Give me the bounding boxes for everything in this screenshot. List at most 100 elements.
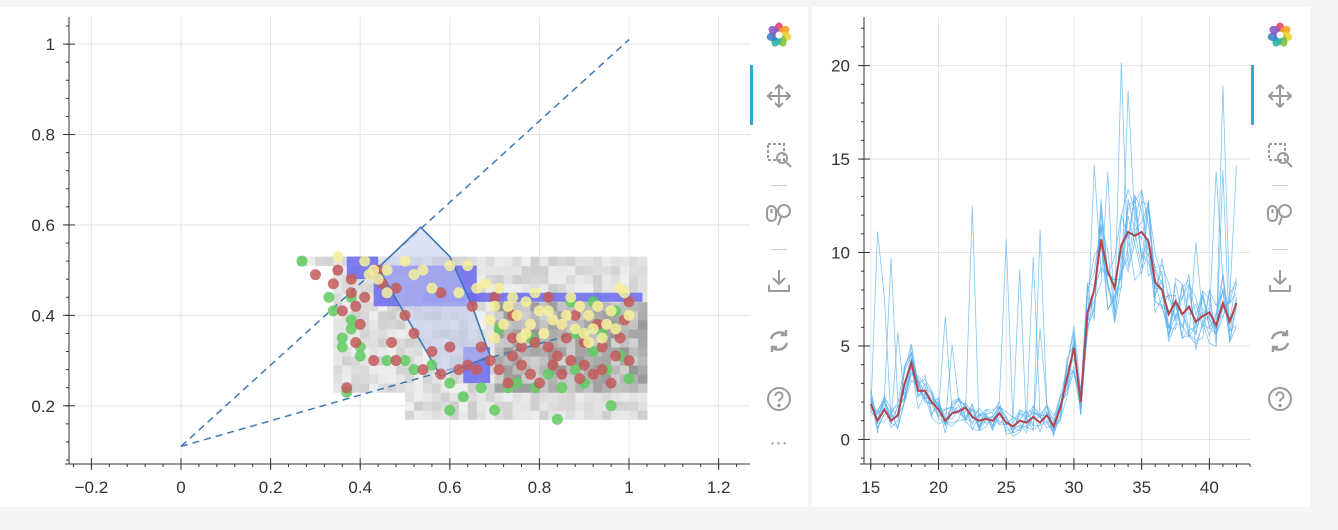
- scatter-point-green[interactable]: [489, 404, 501, 416]
- scatter-point-yellow[interactable]: [623, 309, 635, 321]
- scatter-point-green[interactable]: [336, 341, 348, 353]
- scatter-point-yellow[interactable]: [359, 255, 371, 267]
- scatter-point-yellow[interactable]: [453, 287, 465, 299]
- scatter-point-yellow[interactable]: [511, 309, 523, 321]
- scatter-point-yellow[interactable]: [565, 291, 577, 303]
- scatter-point-yellow[interactable]: [381, 264, 393, 276]
- reset-icon[interactable]: [1264, 325, 1296, 357]
- scatter-point-red[interactable]: [354, 318, 366, 330]
- save-icon[interactable]: [763, 265, 795, 297]
- scatter-point-yellow[interactable]: [610, 323, 622, 335]
- scatter-point-green[interactable]: [587, 346, 599, 358]
- scatter-point-red[interactable]: [489, 291, 501, 303]
- scatter-point-red[interactable]: [493, 364, 505, 376]
- box-zoom-icon[interactable]: [763, 139, 795, 171]
- scatter-point-red[interactable]: [435, 287, 447, 299]
- scatter-point-red[interactable]: [327, 278, 339, 290]
- scatter-point-green[interactable]: [336, 332, 348, 344]
- scatter-point-yellow[interactable]: [605, 305, 617, 317]
- scatter-point-red[interactable]: [614, 332, 626, 344]
- scatter-point-yellow[interactable]: [363, 269, 375, 281]
- scatter-point-yellow[interactable]: [489, 300, 501, 312]
- scatter-point-green[interactable]: [354, 350, 366, 362]
- scatter-point-red[interactable]: [336, 305, 348, 317]
- scatter-point-red[interactable]: [399, 309, 411, 321]
- scatter-point-red[interactable]: [542, 341, 554, 353]
- scatter-point-red[interactable]: [332, 264, 344, 276]
- pan-icon[interactable]: [763, 80, 795, 112]
- scatter-point-red[interactable]: [524, 368, 536, 380]
- scatter-point-yellow[interactable]: [560, 309, 572, 321]
- scatter-point-red[interactable]: [444, 341, 456, 353]
- wheel-zoom-icon[interactable]: [763, 198, 795, 230]
- scatter-point-red[interactable]: [507, 332, 519, 344]
- save-icon[interactable]: [1264, 265, 1296, 297]
- scatter-point-yellow[interactable]: [578, 327, 590, 339]
- left-plot-canvas[interactable]: −0.2 0 0.2 0.4 0.6 0.8 1 1.2 0.2 0.4 0.6 0.8 1: [0, 7, 757, 507]
- scatter-point-red[interactable]: [605, 377, 617, 389]
- pan-icon[interactable]: [1264, 80, 1296, 112]
- scatter-point-yellow[interactable]: [498, 318, 510, 330]
- scatter-point-red[interactable]: [462, 359, 474, 371]
- scatter-point-red[interactable]: [345, 273, 357, 285]
- scatter-point-yellow[interactable]: [583, 336, 595, 348]
- scatter-point-yellow[interactable]: [417, 264, 429, 276]
- scatter-point-red[interactable]: [578, 359, 590, 371]
- scatter-point-yellow[interactable]: [471, 282, 483, 294]
- scatter-point-red[interactable]: [475, 341, 487, 353]
- scatter-point-red[interactable]: [309, 269, 321, 281]
- scatter-point-green[interactable]: [345, 314, 357, 326]
- scatter-point-yellow[interactable]: [462, 260, 474, 272]
- scatter-point-green[interactable]: [296, 255, 308, 267]
- scatter-point-yellow[interactable]: [520, 327, 532, 339]
- scatter-point-green[interactable]: [623, 373, 635, 385]
- scatter-point-green[interactable]: [426, 359, 438, 371]
- scatter-point-green[interactable]: [399, 355, 411, 367]
- scatter-point-yellow[interactable]: [399, 255, 411, 267]
- scatter-point-red[interactable]: [390, 355, 402, 367]
- scatter-point-red[interactable]: [453, 364, 465, 376]
- scatter-point-yellow[interactable]: [547, 314, 559, 326]
- scatter-point-yellow[interactable]: [529, 287, 541, 299]
- scatter-point-red[interactable]: [533, 377, 545, 389]
- scatter-point-red[interactable]: [542, 291, 554, 303]
- scatter-point-red[interactable]: [596, 364, 608, 376]
- scatter-point-red[interactable]: [426, 346, 438, 358]
- scatter-point-red[interactable]: [547, 359, 559, 371]
- box-zoom-icon[interactable]: [1264, 139, 1296, 171]
- mean-line[interactable]: [869, 230, 1238, 429]
- scatter-point-green[interactable]: [444, 404, 456, 416]
- scatter-point-red[interactable]: [529, 336, 541, 348]
- scatter-point-red[interactable]: [587, 368, 599, 380]
- scatter-point-red[interactable]: [610, 350, 622, 362]
- scatter-point-yellow[interactable]: [444, 260, 456, 272]
- scatter-point-yellow[interactable]: [408, 269, 420, 281]
- scatter-point-red[interactable]: [390, 282, 402, 294]
- scatter-point-red[interactable]: [516, 359, 528, 371]
- scatter-point-red[interactable]: [565, 355, 577, 367]
- scatter-point-red[interactable]: [516, 341, 528, 353]
- scatter-point-green[interactable]: [323, 291, 335, 303]
- scatter-point-red[interactable]: [596, 341, 608, 353]
- scatter-point-red[interactable]: [345, 287, 357, 299]
- scatter-point-green[interactable]: [457, 391, 469, 403]
- scatter-point-red[interactable]: [466, 300, 478, 312]
- scatter-point-red[interactable]: [341, 382, 353, 394]
- scatter-point-red[interactable]: [560, 332, 572, 344]
- reset-icon[interactable]: [763, 325, 795, 357]
- scatter-point-red[interactable]: [623, 296, 635, 308]
- scatter-point-red[interactable]: [350, 300, 362, 312]
- scatter-point-red[interactable]: [417, 364, 429, 376]
- scatter-point-green[interactable]: [569, 364, 581, 376]
- more-tools-button[interactable]: ⋯: [769, 433, 789, 453]
- scatter-point-yellow[interactable]: [538, 327, 550, 339]
- scatter-point-green[interactable]: [556, 382, 568, 394]
- scatter-point-yellow[interactable]: [556, 318, 568, 330]
- scatter-point-yellow[interactable]: [426, 282, 438, 294]
- wheel-zoom-icon[interactable]: [1264, 198, 1296, 230]
- scatter-point-yellow[interactable]: [502, 300, 514, 312]
- scatter-point-yellow[interactable]: [480, 278, 492, 290]
- scatter-point-green[interactable]: [444, 377, 456, 389]
- scatter-point-yellow[interactable]: [381, 287, 393, 299]
- scatter-point-yellow[interactable]: [493, 282, 505, 294]
